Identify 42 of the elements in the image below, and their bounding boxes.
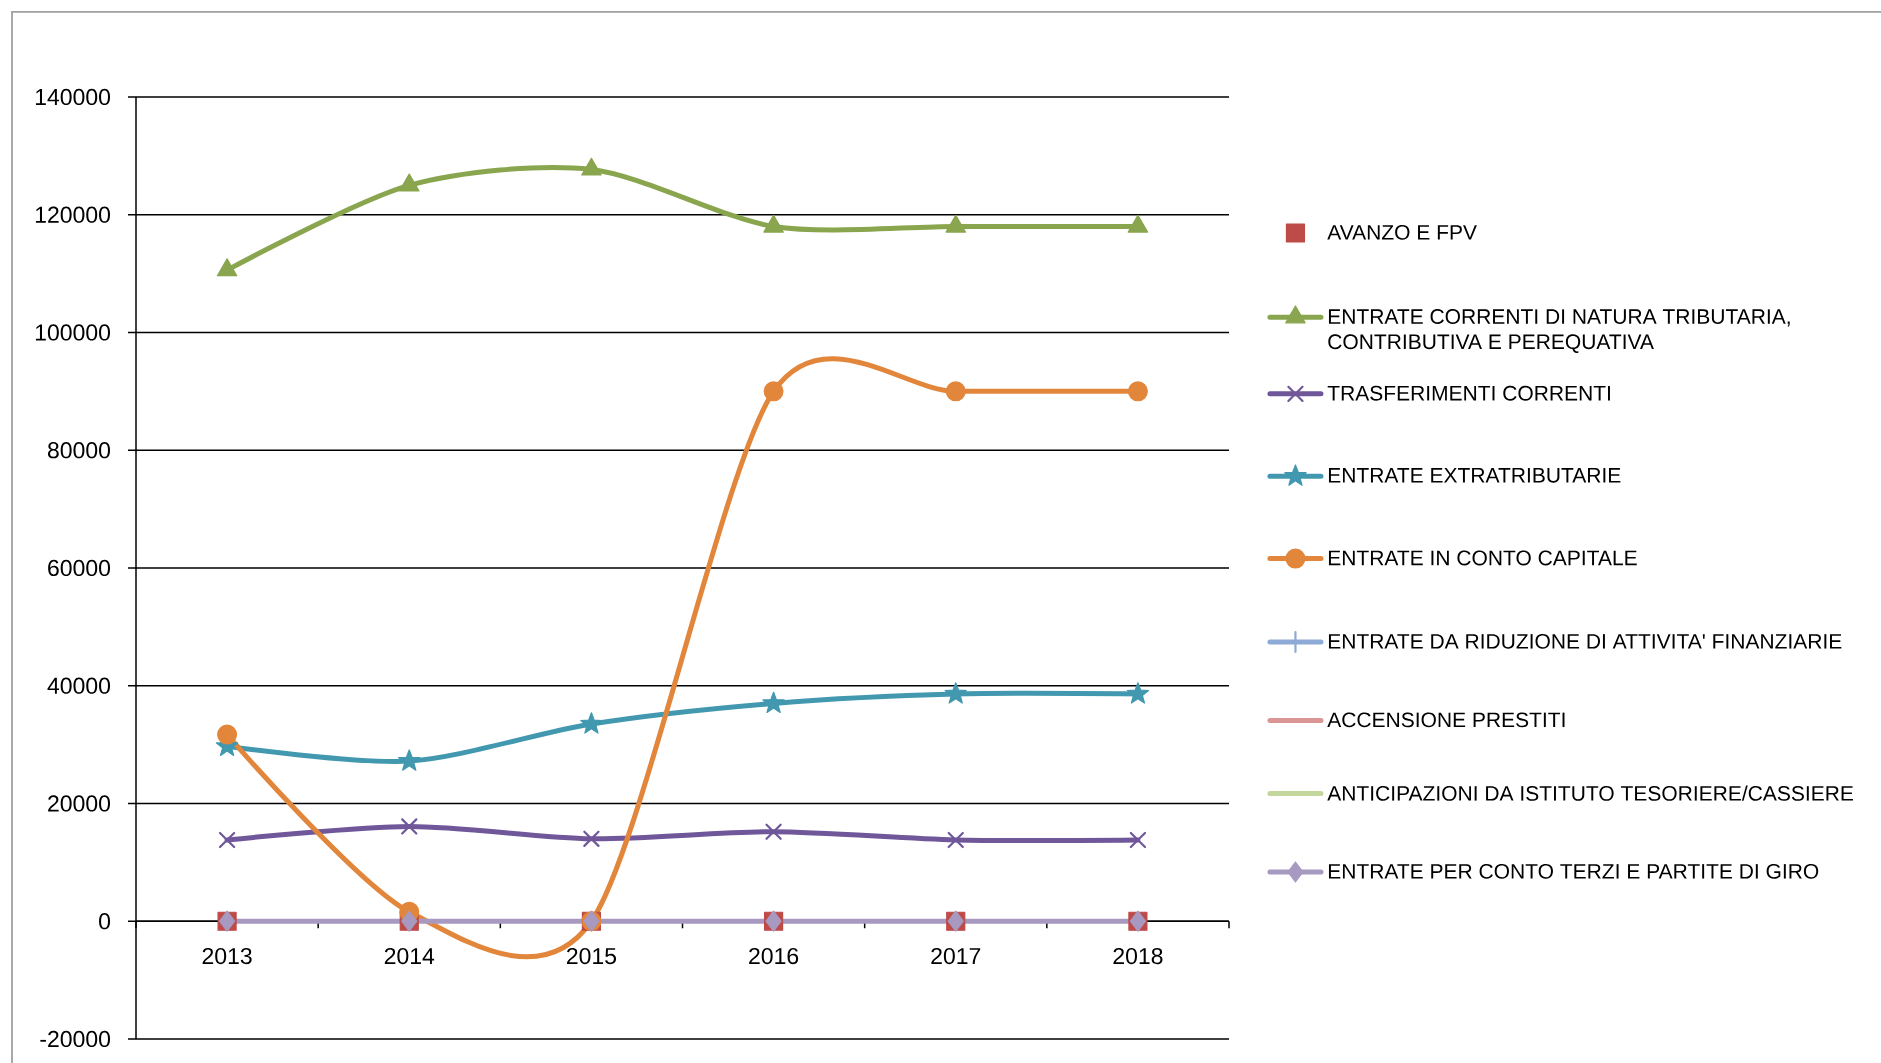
y-tick-label: 40000 — [47, 677, 111, 694]
point — [947, 831, 964, 849]
y-tick-label: 120000 — [35, 206, 111, 223]
point — [763, 214, 784, 233]
legend-label: ENTRATE IN CONTO CAPITALE — [1328, 550, 1637, 566]
point — [1127, 214, 1149, 233]
legend-label: ACCENSIONE PRESTITI — [1327, 712, 1565, 728]
point — [216, 258, 238, 277]
y-tick-label: 0 — [99, 913, 111, 930]
point — [765, 823, 782, 840]
y-tick-label: 60000 — [48, 559, 111, 577]
point — [398, 173, 420, 192]
point — [944, 682, 967, 704]
legend-label: ENTRATE PER CONTO TERZI E PARTITE DI GIRO — [1328, 863, 1819, 879]
legend-label: ENTRATE EXTRATRIBUTARIE — [1328, 468, 1621, 483]
point — [762, 691, 785, 714]
point — [581, 157, 602, 176]
point — [583, 830, 600, 847]
point — [398, 749, 421, 771]
x-tick-label: 2015 — [567, 947, 617, 965]
point — [1129, 831, 1147, 849]
x-tick-label: 2016 — [749, 947, 799, 965]
point — [218, 831, 236, 849]
legend-label: TRASFERIMENTI CORRENTI — [1327, 385, 1610, 401]
x-tick-label: 2014 — [384, 947, 435, 965]
legend-label: AVANZO E FPV — [1327, 224, 1477, 240]
point — [217, 724, 238, 745]
point — [1126, 682, 1150, 704]
x-tick-label: 2017 — [931, 947, 981, 965]
y-tick-label: 140000 — [35, 88, 111, 106]
point — [401, 818, 418, 835]
x-tick-label: 2018 — [1113, 947, 1163, 965]
x-tick-label: 2013 — [202, 947, 252, 965]
legend-label: ANTICIPAZIONI DA ISTITUTO TESORIERE/CASSIERE — [1327, 785, 1853, 801]
y-tick-label: -20000 — [40, 1030, 111, 1048]
y-tick-label: 20000 — [48, 795, 111, 812]
legend-label: ENTRATE CORRENTI DI NATURA TRIBUTARIA, CONTRIBUTIVA E PEREQUATIVA — [1328, 309, 1790, 353]
point — [580, 712, 603, 734]
legend-label: ENTRATE DA RIDUZIONE DI ATTIVITA' FINANZIARIE — [1328, 633, 1842, 649]
y-tick-label: 100000 — [35, 324, 111, 341]
y-tick-label: 80000 — [47, 442, 111, 459]
point — [945, 214, 967, 233]
